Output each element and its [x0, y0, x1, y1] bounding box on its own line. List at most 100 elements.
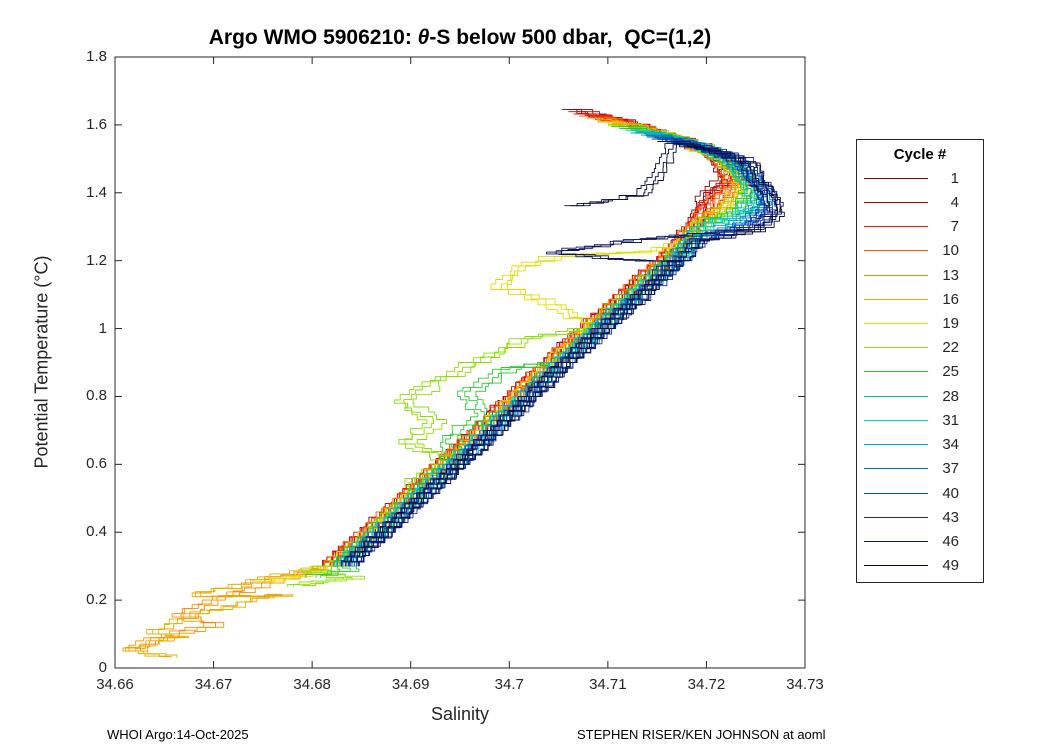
- legend-line-sample: [864, 347, 928, 349]
- profile-line-cycle-1: [322, 109, 719, 567]
- legend-line-sample: [864, 371, 928, 373]
- legend-line-sample: [864, 177, 928, 179]
- legend-cycle-label: 22: [942, 339, 959, 357]
- profile-line-cycle-25: [320, 126, 764, 578]
- profile-line-cycle-28: [332, 128, 748, 567]
- legend-row: 43: [857, 505, 983, 529]
- legend-line-sample: [864, 323, 928, 325]
- profile-line-cycle-49: [357, 143, 785, 567]
- legend-row: 31: [857, 408, 983, 432]
- legend-row: 1: [857, 166, 983, 190]
- legend-line-sample: [864, 516, 928, 518]
- legend-cycle-label: 40: [942, 484, 959, 502]
- legend-cycle-label: 1: [950, 169, 959, 187]
- legend-cycle-label: 49: [942, 557, 959, 575]
- profile-line-cycle-25: [305, 126, 743, 578]
- x-tick-label: 34.73: [786, 676, 824, 693]
- legend-cycle-label: 34: [942, 436, 959, 454]
- title-prefix: Argo WMO 5906210:: [208, 26, 418, 49]
- legend-line-sample: [864, 492, 928, 494]
- y-tick-label: 1.6: [86, 115, 107, 133]
- legend-cycle-label: 31: [942, 411, 959, 429]
- legend-rows: 1 4 7 10 13 16 19 22 25 28 31 34 37 40 43 46 49: [857, 166, 983, 578]
- y-tick-label: 0.6: [86, 455, 107, 473]
- legend-row: 13: [857, 263, 983, 287]
- profile-line-cycle-28: [340, 128, 755, 567]
- x-tick-label: 34.66: [96, 676, 134, 693]
- title-suffix: -S below 500 dbar, QC=(1,2): [429, 26, 712, 49]
- legend-row: 4: [857, 190, 983, 214]
- profile-line-cycle-40: [355, 136, 778, 567]
- legend-line-sample: [864, 274, 928, 276]
- profile-line-cycle-1: [329, 109, 724, 567]
- legend-row: 16: [857, 287, 983, 311]
- legend-title: Cycle #: [893, 146, 947, 163]
- legend-line-sample: [864, 565, 928, 567]
- legend-line-sample: [864, 395, 928, 397]
- x-tick-label: 34.69: [391, 676, 430, 693]
- legend-line-sample: [864, 226, 928, 228]
- footer-credit-left: WHOI Argo:14-Oct-2025: [107, 727, 249, 742]
- legend-row: 28: [857, 384, 983, 408]
- profile-line-cycle-13: [139, 117, 737, 651]
- y-tick-label: 1.2: [86, 251, 107, 269]
- x-axis-label: Salinity: [430, 704, 490, 724]
- y-tick-label: 1.4: [86, 183, 107, 201]
- legend-line-sample: [864, 444, 928, 446]
- profile-line-cycle-16: [122, 119, 738, 658]
- legend-cycle-label: 43: [942, 508, 959, 526]
- profile-line-cycle-46: [357, 141, 784, 567]
- legend-row: 19: [857, 311, 983, 335]
- legend-cycle-label: 28: [942, 387, 959, 405]
- legend-row: 37: [857, 457, 983, 481]
- legend-line-sample: [864, 298, 928, 300]
- legend-cycle-label: 10: [942, 242, 959, 260]
- x-tick-label: 34.7: [494, 676, 524, 693]
- profile-line-cycle-22: [293, 124, 752, 587]
- legend-cycle-label: 7: [950, 218, 959, 236]
- profile-line-cycle-13: [147, 117, 749, 651]
- legend-cycle-label: 4: [950, 193, 959, 211]
- legend-row: 10: [857, 239, 983, 263]
- x-tick-label: 34.68: [293, 676, 331, 693]
- profile-line-cycle-34: [352, 132, 772, 567]
- legend-line-sample: [864, 201, 928, 203]
- y-tick-label: 1.8: [86, 48, 107, 65]
- legend-line-sample: [864, 541, 928, 543]
- y-tick-label: 0.2: [86, 591, 107, 609]
- y-tick-label: 0: [98, 659, 107, 676]
- x-tick-label: 34.72: [687, 676, 726, 693]
- legend-row: 25: [857, 360, 983, 384]
- profile-line-cycle-19: [268, 121, 754, 584]
- y-tick-label: 1: [98, 319, 107, 337]
- legend-cycle-label: 16: [942, 290, 959, 308]
- profile-line-cycle-22: [287, 124, 745, 587]
- legend: Cycle # 1 4 7 10 13 16 19 22 25 28 31 34 37 40 43 46 49: [856, 139, 984, 583]
- legend-cycle-label: 46: [942, 533, 959, 551]
- legend-row: 40: [857, 481, 983, 505]
- profile-line-cycle-16: [125, 119, 745, 658]
- title-theta-symbol: θ: [417, 26, 430, 49]
- profile-line-cycle-34: [337, 132, 753, 567]
- legend-line-sample: [864, 419, 928, 421]
- profile-line-cycle-19: [254, 121, 740, 584]
- profile-line-cycle-19: [257, 121, 748, 584]
- legend-row: 22: [857, 336, 983, 360]
- legend-row: 49: [857, 554, 983, 578]
- footer-credit-right: STEPHEN RISER/KEN JOHNSON at aoml: [577, 727, 826, 742]
- legend-cycle-label: 19: [942, 315, 959, 333]
- profile-lines-group: [122, 109, 785, 658]
- y-axis-label: Potential Temperature (°C): [31, 255, 52, 469]
- profile-line-cycle-49: [350, 143, 778, 567]
- x-tick-label: 34.67: [194, 676, 233, 693]
- legend-cycle-label: 25: [942, 363, 959, 381]
- legend-cycle-label: 13: [942, 266, 959, 284]
- profile-line-cycle-7: [322, 113, 723, 567]
- y-tick-label: 0.4: [86, 523, 107, 541]
- profile-line-cycle-31: [335, 130, 752, 567]
- x-tick-label: 34.71: [589, 676, 627, 693]
- legend-row: 46: [857, 530, 983, 554]
- legend-line-sample: [864, 468, 928, 470]
- profile-line-cycle-16: [134, 119, 748, 658]
